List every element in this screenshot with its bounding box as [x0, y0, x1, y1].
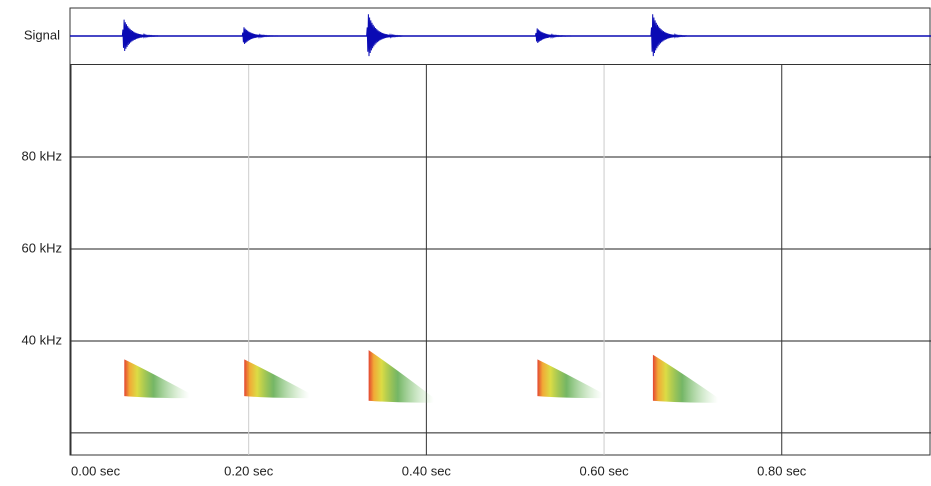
x-tick-label: 0.80 sec — [757, 463, 807, 478]
x-tick-label: 0.00 sec — [71, 463, 121, 478]
x-tick-label: 0.20 sec — [224, 463, 274, 478]
call-blob — [537, 359, 603, 399]
call-blob — [124, 359, 190, 399]
signal-burst — [121, 19, 159, 52]
signal-burst — [366, 14, 403, 57]
signal-burst — [241, 27, 279, 45]
y-tick-label: 80 kHz — [22, 148, 62, 163]
x-tick-label: 0.40 sec — [402, 463, 452, 478]
y-tick-label: 40 kHz — [22, 332, 62, 347]
signal-label: Signal — [24, 27, 60, 42]
plot-frame — [69, 7, 931, 456]
signal-burst — [650, 14, 688, 57]
signal-burst — [534, 28, 572, 44]
call-blob — [652, 354, 718, 403]
y-tick-label: 60 kHz — [22, 240, 62, 255]
call-blob — [368, 350, 434, 403]
call-blob — [244, 359, 310, 399]
x-tick-label: 0.60 sec — [579, 463, 629, 478]
